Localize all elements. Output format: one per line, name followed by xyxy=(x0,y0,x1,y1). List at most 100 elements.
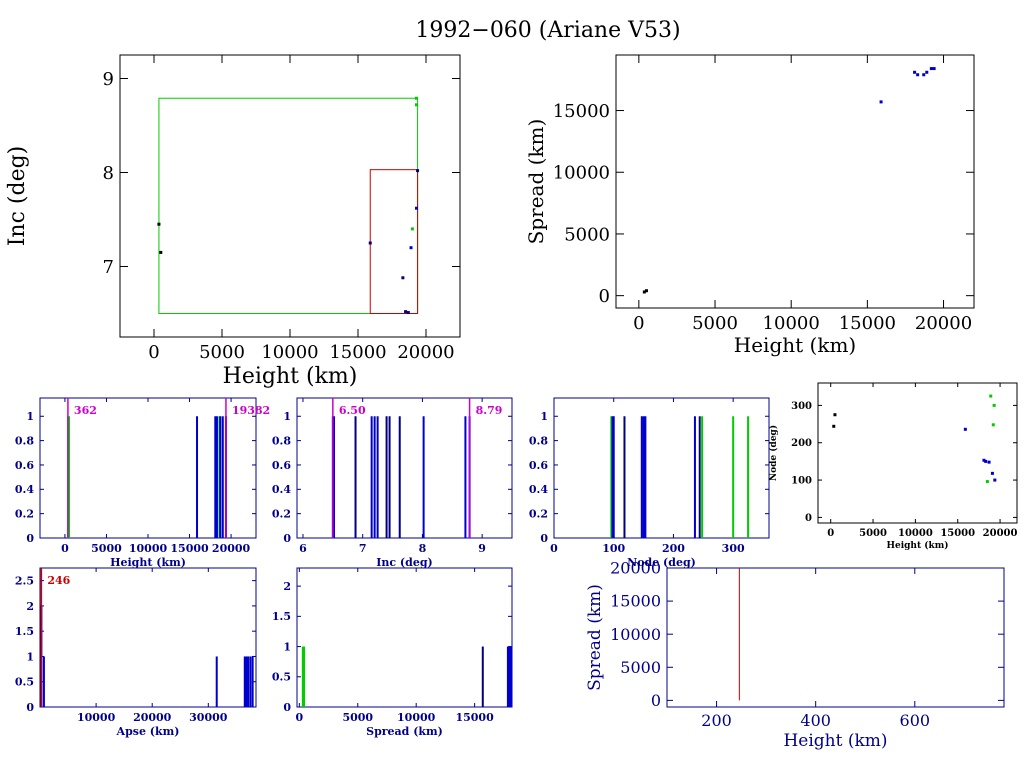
histogram-bar xyxy=(370,416,373,538)
chart-height_hist: 0 5000 10000 15000 20000 0 0.2 0.4 0.6 0.8 1 Height… xyxy=(15,397,270,569)
chart-inc_hist: 6 7 8 9 0 0.2 0.4 0.6 0.8 1 Inc (deg) 6.50 8.79 xyxy=(272,397,513,569)
y-axis-label: Spread (km) xyxy=(524,119,548,245)
plot-frame xyxy=(296,567,513,708)
histogram-bar xyxy=(68,416,71,538)
x-tick-label: 20000 xyxy=(983,528,1018,539)
y-tick-label: 0 xyxy=(283,701,291,714)
y-tick-label: 1 xyxy=(26,410,34,423)
data-point xyxy=(991,423,995,427)
y-tick-label: 10000 xyxy=(553,163,610,184)
x-axis-label: Inc (deg) xyxy=(376,556,432,569)
chart-inc_vs_height: 0 5000 10000 15000 20000 7 8 9 Height (km) Inc (d… xyxy=(5,54,461,389)
histogram-bar xyxy=(510,646,513,707)
histogram-bar xyxy=(243,656,246,707)
x-tick-label: 9 xyxy=(478,542,486,555)
data-point xyxy=(368,241,372,245)
y-tick-label: 15000 xyxy=(610,592,661,611)
y-tick-label: 0 xyxy=(651,691,661,710)
histogram-bar xyxy=(215,416,218,538)
y-tick-label: 5000 xyxy=(564,224,610,245)
data-point xyxy=(401,276,405,280)
y-tick-label: 1 xyxy=(26,650,34,663)
y-tick-label: 0.4 xyxy=(15,483,34,496)
x-tick-label: 10000 xyxy=(397,711,436,724)
histogram-bar xyxy=(464,416,467,538)
x-tick-label: 200 xyxy=(701,711,732,730)
plot-frame xyxy=(296,397,513,539)
data-point xyxy=(642,290,646,294)
x-tick-label: 5000 xyxy=(342,711,373,724)
x-tick-label: 10000 xyxy=(261,342,318,363)
x-tick-label: 300 xyxy=(722,542,745,555)
y-tick-label: 15000 xyxy=(553,101,610,122)
x-tick-label: 5000 xyxy=(91,542,122,555)
y-tick-label: 0.2 xyxy=(272,508,291,521)
data-point xyxy=(989,394,993,398)
data-point xyxy=(916,73,920,77)
y-axis-label: Node (deg) xyxy=(768,425,779,481)
y-tick-label: 1 xyxy=(283,410,291,423)
histogram-bar xyxy=(214,416,217,538)
y-tick-label: 1.5 xyxy=(15,625,34,638)
histogram-bar xyxy=(376,416,379,538)
x-axis-label: Height (km) xyxy=(886,540,948,551)
data-point xyxy=(157,222,161,226)
data-point xyxy=(985,480,989,484)
y-tick-label: 10000 xyxy=(610,625,661,644)
chart-apse_hist: 10000 20000 30000 0 0.5 1 1.5 2 2.5 Apse (km) 246 xyxy=(15,567,257,738)
histogram-bar xyxy=(245,656,248,707)
histogram-bar xyxy=(642,416,645,538)
y-tick-label: 0.5 xyxy=(15,676,34,689)
y-tick-label: 0 xyxy=(26,701,34,714)
y-tick-label: 300 xyxy=(791,401,812,412)
y-tick-label: 2 xyxy=(283,580,291,593)
plot-frame xyxy=(666,567,1005,708)
data-point xyxy=(879,100,883,104)
data-point xyxy=(925,70,929,74)
y-tick-label: 1 xyxy=(283,640,291,653)
data-point xyxy=(992,403,996,407)
histogram-bar xyxy=(506,646,509,707)
y-tick-label: 20000 xyxy=(610,559,661,578)
y-tick-label: 0.6 xyxy=(15,459,34,472)
y-axis-label: Spread (km) xyxy=(585,584,605,691)
plot-frame xyxy=(817,382,1018,524)
histogram-bar xyxy=(42,656,45,707)
y-tick-label: 0.6 xyxy=(272,459,291,472)
x-axis-label: Node (deg) xyxy=(627,556,696,569)
data-point xyxy=(644,289,648,293)
y-tick-label: 0.8 xyxy=(529,434,548,447)
x-tick-label: 0 xyxy=(148,342,159,363)
x-tick-label: 20000 xyxy=(397,342,454,363)
x-tick-label: 5000 xyxy=(692,313,738,334)
x-tick-label: 5000 xyxy=(859,528,887,539)
chart-spread_vs_height: 0 5000 10000 15000 20000050001000015000Heigh… xyxy=(524,54,975,357)
data-point xyxy=(984,459,988,463)
data-point xyxy=(414,206,418,210)
y-axis-label: Inc (deg) xyxy=(5,146,30,247)
data-point xyxy=(409,246,413,250)
y-tick-label: 1 xyxy=(540,410,548,423)
y-tick-label: 0.2 xyxy=(529,508,548,521)
histogram-bar xyxy=(610,416,613,538)
plot-frame xyxy=(615,54,975,309)
histogram-bar xyxy=(196,416,199,538)
data-point xyxy=(922,73,926,77)
data-point xyxy=(159,250,163,254)
histogram-bar xyxy=(219,416,222,538)
x-tick-label: 8 xyxy=(419,542,427,555)
histogram-bar xyxy=(640,416,643,538)
range-marker-label: 6.50 xyxy=(339,404,366,417)
y-tick-label: 1.5 xyxy=(272,610,291,623)
x-tick-label: 15000 xyxy=(940,528,975,539)
x-axis-label: Height (km) xyxy=(223,364,358,389)
y-tick-label: 0.8 xyxy=(272,434,291,447)
x-tick-label: 7 xyxy=(359,542,367,555)
data-point xyxy=(987,460,991,464)
data-point xyxy=(406,311,410,315)
x-tick-label: 10000 xyxy=(77,711,116,724)
data-point xyxy=(414,103,418,107)
histogram-bar xyxy=(303,646,306,707)
